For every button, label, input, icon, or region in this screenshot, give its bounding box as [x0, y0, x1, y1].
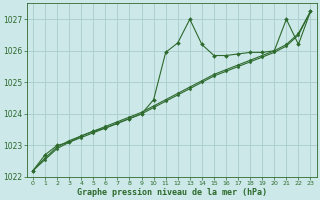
X-axis label: Graphe pression niveau de la mer (hPa): Graphe pression niveau de la mer (hPa): [77, 188, 267, 197]
